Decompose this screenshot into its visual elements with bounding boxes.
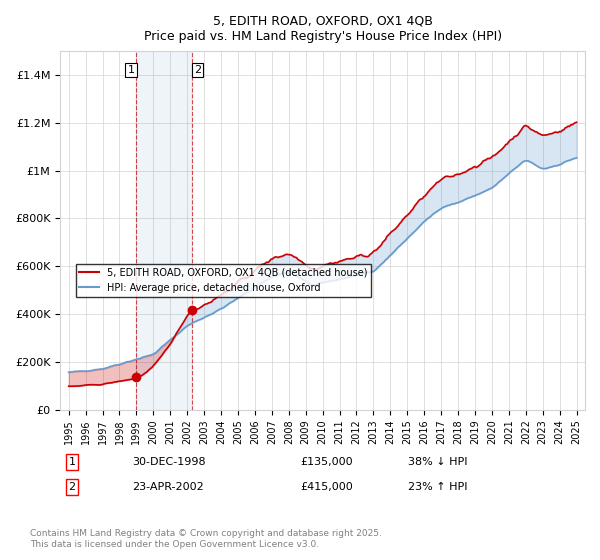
Legend: 5, EDITH ROAD, OXFORD, OX1 4QB (detached house), HPI: Average price, detached ho: 5, EDITH ROAD, OXFORD, OX1 4QB (detached… — [76, 264, 371, 297]
Title: 5, EDITH ROAD, OXFORD, OX1 4QB
Price paid vs. HM Land Registry's House Price Ind: 5, EDITH ROAD, OXFORD, OX1 4QB Price pai… — [143, 15, 502, 43]
Text: 2: 2 — [68, 482, 76, 492]
Text: £415,000: £415,000 — [300, 482, 353, 492]
Bar — [136, 51, 193, 409]
Text: 1: 1 — [68, 457, 76, 467]
Text: 23-APR-2002: 23-APR-2002 — [132, 482, 204, 492]
Text: 2: 2 — [194, 65, 201, 75]
Text: 1: 1 — [128, 65, 134, 75]
Text: 30-DEC-1998: 30-DEC-1998 — [132, 457, 206, 467]
Text: £135,000: £135,000 — [300, 457, 353, 467]
Text: Contains HM Land Registry data © Crown copyright and database right 2025.
This d: Contains HM Land Registry data © Crown c… — [30, 529, 382, 549]
Text: 38% ↓ HPI: 38% ↓ HPI — [408, 457, 467, 467]
Text: 23% ↑ HPI: 23% ↑ HPI — [408, 482, 467, 492]
